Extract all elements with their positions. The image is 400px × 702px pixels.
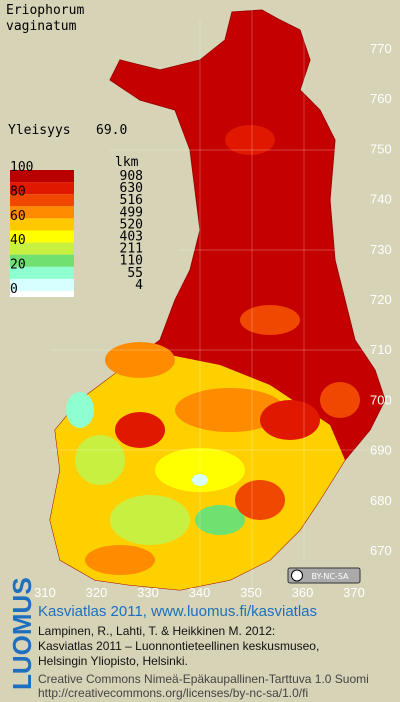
legend-count: 499 [120,205,143,220]
license-line: http://creativecommons.org/licenses/by-n… [38,686,308,700]
grid-labels: 770 760 750 740 730 720 710 700 690 680 670 310 320 3… [34,41,392,600]
legend-scale-label: 80 [10,184,26,199]
grid-y-label: 680 [370,493,392,508]
grid-y-label: 720 [370,292,392,307]
grid-x-label: 340 [189,585,211,600]
grid-y-label: 700 [370,392,392,407]
legend-swatch [10,254,74,267]
grid-x-label: 310 [34,585,56,600]
species-epithet: vaginatum [6,19,77,34]
grid-y-label: 750 [370,141,392,156]
legend-scale-label: 100 [10,160,33,175]
grid-x-label: 350 [240,585,262,600]
count-header: lkm [115,155,139,170]
legend-count: 211 [120,242,143,257]
legend-swatch [10,194,74,207]
legend-swatch [10,230,74,243]
legend-count: 908 [120,169,143,184]
brand: LUOMUS [7,577,37,690]
legend-scale-label: 0 [10,282,18,297]
legend-count: 516 [120,193,143,208]
legend-swatch [10,266,74,279]
grid-y-label: 770 [370,41,392,56]
grid-y-label: 760 [370,91,392,106]
legend-count: 4 [135,278,143,293]
frequency-value: 69.0 [96,123,127,138]
legend-swatch [10,182,74,195]
legend-count: 403 [120,230,143,245]
license-line: Creative Commons Nimeä-Epäkaupallinen-Ta… [38,672,369,686]
legend-swatch [10,242,74,255]
legend-swatch [10,170,74,183]
cc-badge: BY-NC-SA [287,567,361,584]
grid-y-label: 730 [370,242,392,257]
legend-scale-label: 40 [10,233,26,248]
atlas-link: Kasviatlas 2011, www.luomus.fi/kasviatla… [38,603,317,620]
citation-line: Kasviatlas 2011 – Luonnontieteellinen ke… [38,639,319,653]
legend-swatch [10,218,74,231]
legend-count: 110 [120,254,143,269]
grid-x-label: 360 [292,585,314,600]
citation-line: Helsingin Yliopisto, Helsinki. [38,654,188,668]
legend-scale-label: 20 [10,258,26,273]
legend-swatch [10,291,74,297]
frequency-label: Yleisyys [8,123,71,138]
legend-scale-label: 60 [10,209,26,224]
grid-y-label: 670 [370,543,392,558]
citation-line: Lampinen, R., Lahti, T. & Heikkinen M. 2… [38,624,275,638]
legend-count: 55 [127,266,143,281]
grid-x-label: 330 [137,585,159,600]
grid-y-label: 710 [370,342,392,357]
grid-y-label: 690 [370,443,392,458]
legend-count: 520 [120,217,143,232]
legend-count: 630 [120,181,143,196]
grid-y-label: 740 [370,192,392,207]
grid-x-label: 370 [343,585,365,600]
legend-swatch [10,278,74,291]
grid-x-label: 320 [86,585,108,600]
badge-text: BY-NC-SA [311,572,349,581]
grid-lines [50,10,375,590]
species-genus: Eriophorum [6,3,84,18]
map-patches [66,125,360,575]
legend-swatch [10,206,74,219]
